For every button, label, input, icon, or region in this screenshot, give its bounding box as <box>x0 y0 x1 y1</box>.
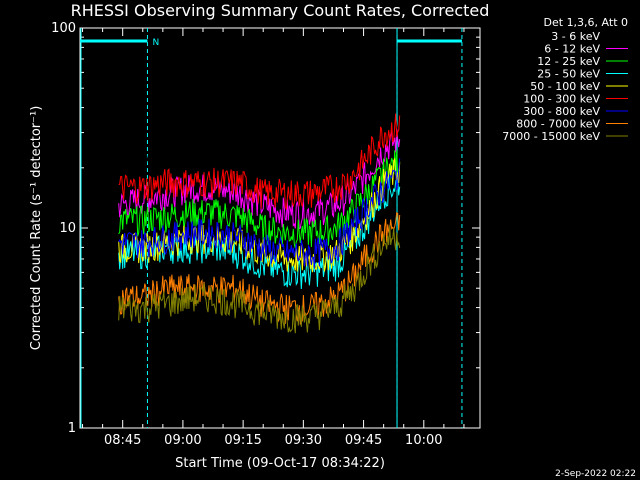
legend-label: 6 - 12 keV <box>544 43 600 56</box>
legend-header: Det 1,3,6, Att 0 <box>544 16 628 29</box>
footer-date: 2-Sep-2022 02:22 <box>555 469 636 479</box>
x-tick-label: 10:00 <box>405 433 442 448</box>
legend-label: 7000 - 15000 keV <box>502 130 600 143</box>
x-tick-label: 08:45 <box>104 433 141 448</box>
attenuator-label: N <box>152 38 159 48</box>
y-tick-label: 1 <box>68 421 76 436</box>
series-line <box>118 211 401 326</box>
series-line <box>118 158 401 269</box>
legend-label: 25 - 50 keV <box>537 68 600 81</box>
plot-area: 1 10 100 08:45 09:00 09:15 09:30 09:45 10:00 N <box>51 21 481 448</box>
y-tick-label: 10 <box>59 221 76 236</box>
x-tick-label: 09:15 <box>224 433 261 448</box>
x-tick-label: 09:00 <box>164 433 201 448</box>
plot-frame <box>79 27 481 429</box>
legend-label: 50 - 100 keV <box>530 80 600 93</box>
chart-title: RHESSI Observing Summary Count Rates, Co… <box>71 1 490 20</box>
legend-label: 3 - 6 keV <box>551 30 600 43</box>
x-tick-label: 09:30 <box>285 433 322 448</box>
legend-label: 300 - 800 keV <box>523 105 600 118</box>
series-line <box>118 113 401 210</box>
legend-label: 12 - 25 keV <box>537 55 600 68</box>
series-line <box>118 150 401 249</box>
legend-label: 100 - 300 keV <box>523 93 600 106</box>
series-line <box>118 116 401 188</box>
x-tick-label: 09:45 <box>345 433 382 448</box>
x-axis-label: Start Time (09-Oct-17 08:34:22) <box>175 456 385 471</box>
series-line <box>118 225 401 334</box>
legend-label: 800 - 7000 keV <box>516 118 600 131</box>
y-axis-label: Corrected Count Rate (s⁻¹ detector⁻¹) <box>29 106 44 351</box>
y-tick-label: 100 <box>51 21 76 36</box>
